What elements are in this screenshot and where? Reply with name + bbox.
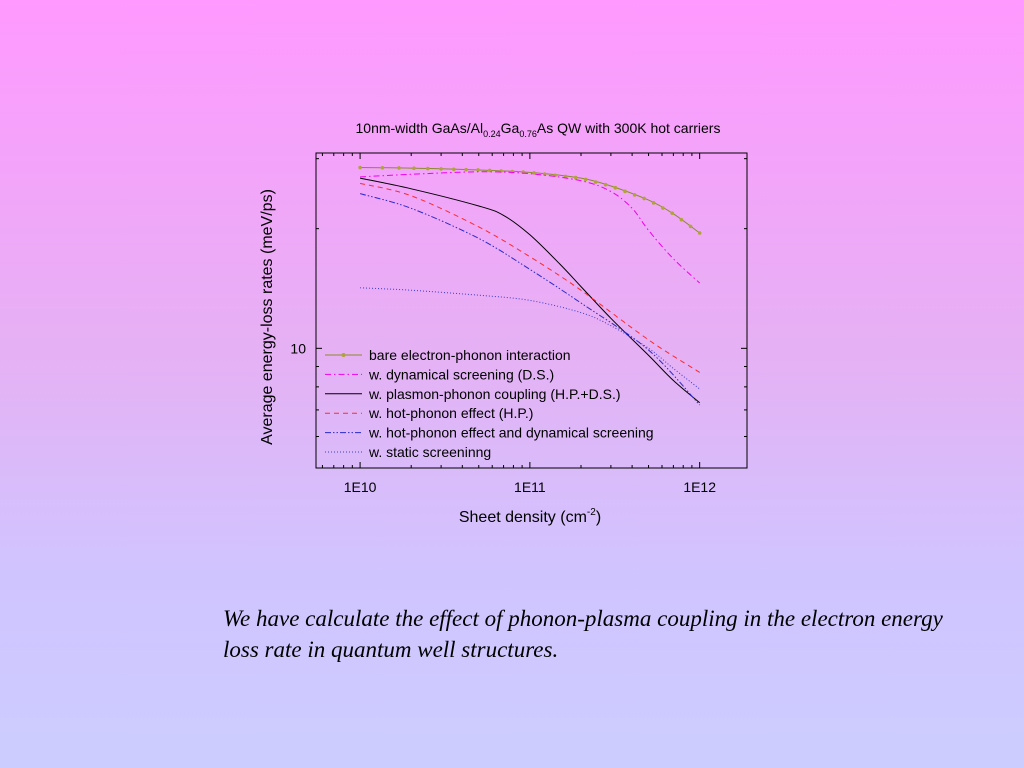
series-line-3 [359,177,701,404]
series-lines [358,165,702,406]
x-tick-label: 1E12 [683,479,716,495]
series-point [670,211,675,215]
legend-swatch-marker [341,353,346,357]
series-point [532,171,536,175]
plot-frame [315,152,748,469]
x-tick-label: 1E10 [344,479,377,495]
x-tick-label: 1E11 [514,479,546,495]
series-point [651,201,656,205]
series-line-5 [359,193,701,406]
series-point [697,231,702,235]
series-point [593,180,598,184]
series-point [412,166,416,170]
y-tick-label: 10 [290,340,306,356]
series-point [642,196,646,201]
series-point [583,177,588,182]
series-point [603,182,608,187]
series-point [661,206,665,210]
series-point [397,166,401,170]
series-point [464,167,468,172]
legend: bare electron-phonon interaction w. dynam… [325,347,654,460]
series-point [623,189,627,194]
series-point [426,166,430,171]
x-axis-label: Sheet density (cm-2) [459,507,601,526]
legend-label: w. hot-phonon effect (H.P.) [368,405,533,421]
series-line-4 [359,182,700,373]
legend-label: w. plasmon-phonon coupling (H.P.+D.S.) [368,386,621,402]
legend-label: w. hot-phonon effect and dynamical scree… [368,425,654,441]
legend-label: bare electron-phonon interaction [369,347,571,363]
series-line-1 [360,167,700,234]
series-point [476,168,480,172]
series-point [439,167,443,171]
series-point [380,165,385,170]
legend-label: w. static screeninng [368,444,491,460]
series-point [632,193,637,197]
series-point [679,217,684,222]
caption-text: We have calculate the effect of phonon-p… [223,606,943,662]
axis-ticks: 1E10 1E11 1E12 10 [290,153,747,495]
legend-label: w. dynamical screening (D.S.) [368,366,554,382]
series-point [613,185,618,190]
series-point [688,224,693,229]
y-axis-label: Average energy-loss rates (meV/ps) [259,189,276,445]
chart-title: 10nm-width GaAs/Al0.24Ga0.76As QW with 3… [356,120,721,139]
series-point [451,167,456,172]
series-line-2 [360,171,701,284]
series-point [358,165,362,170]
series-point [573,175,578,180]
series-line-6 [360,287,701,390]
